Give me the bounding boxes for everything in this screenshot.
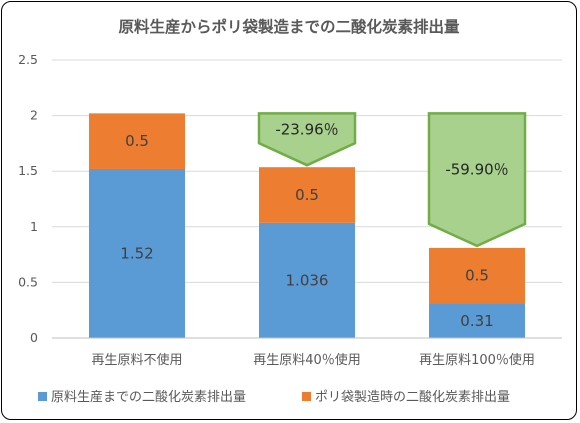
bar-segment [259, 222, 355, 338]
y-tick-label: 0 [30, 330, 38, 345]
legend-label: 原料生産までの二酸化炭素排出量 [51, 389, 246, 405]
category-label: 再生原料100％使用 [419, 352, 535, 368]
data-labels: 1.52 0.5 1.036 0.5 0.31 0.5 [120, 132, 493, 330]
reduction-arrow [427, 112, 527, 248]
y-axis: 0 0.5 1 1.5 2 2.5 [18, 52, 38, 345]
bar-segment [89, 168, 185, 338]
category-label: 再生原料40％使用 [253, 352, 361, 368]
y-tick-label: 1 [30, 219, 38, 234]
callouts: -23.96％ -59.90％ [257, 112, 527, 248]
stacked-bar-chart: 原料生産からポリ袋製造までの二酸化炭素排出量 00.511.522.5 -23.… [18, 17, 562, 405]
data-label: 0.31 [460, 312, 493, 330]
data-label: 0.5 [295, 186, 319, 204]
reduction-arrow [257, 112, 357, 167]
category-label: 再生原料不使用 [91, 352, 182, 368]
x-axis: 再生原料不使用 再生原料40％使用 再生原料100％使用 [52, 337, 562, 368]
data-label: 0.5 [125, 132, 149, 150]
y-tick-label: 2 [30, 108, 38, 123]
bar-segment [429, 303, 525, 338]
reduction-label: -59.90％ [445, 161, 508, 179]
legend-label: ポリ袋製造時の二酸化炭素排出量 [315, 390, 510, 405]
legend: 原料生産までの二酸化炭素排出量 ポリ袋製造時の二酸化炭素排出量 [38, 389, 510, 405]
data-label: 0.5 [465, 267, 489, 285]
reduction-label: -23.96％ [275, 120, 338, 138]
legend-swatch [302, 392, 311, 401]
y-tick-label: 1.5 [18, 163, 38, 178]
y-tick-label: 0.5 [18, 274, 38, 289]
data-label: 1.036 [286, 271, 329, 289]
bar-segment [259, 167, 355, 223]
bars [89, 113, 525, 338]
data-label: 1.52 [120, 244, 153, 262]
chart-title: 原料生産からポリ袋製造までの二酸化炭素排出量 [118, 17, 460, 36]
bar-segment [89, 113, 185, 169]
y-tick-label: 2.5 [18, 52, 38, 67]
legend-swatch [38, 392, 47, 401]
bar-segment [429, 247, 525, 304]
